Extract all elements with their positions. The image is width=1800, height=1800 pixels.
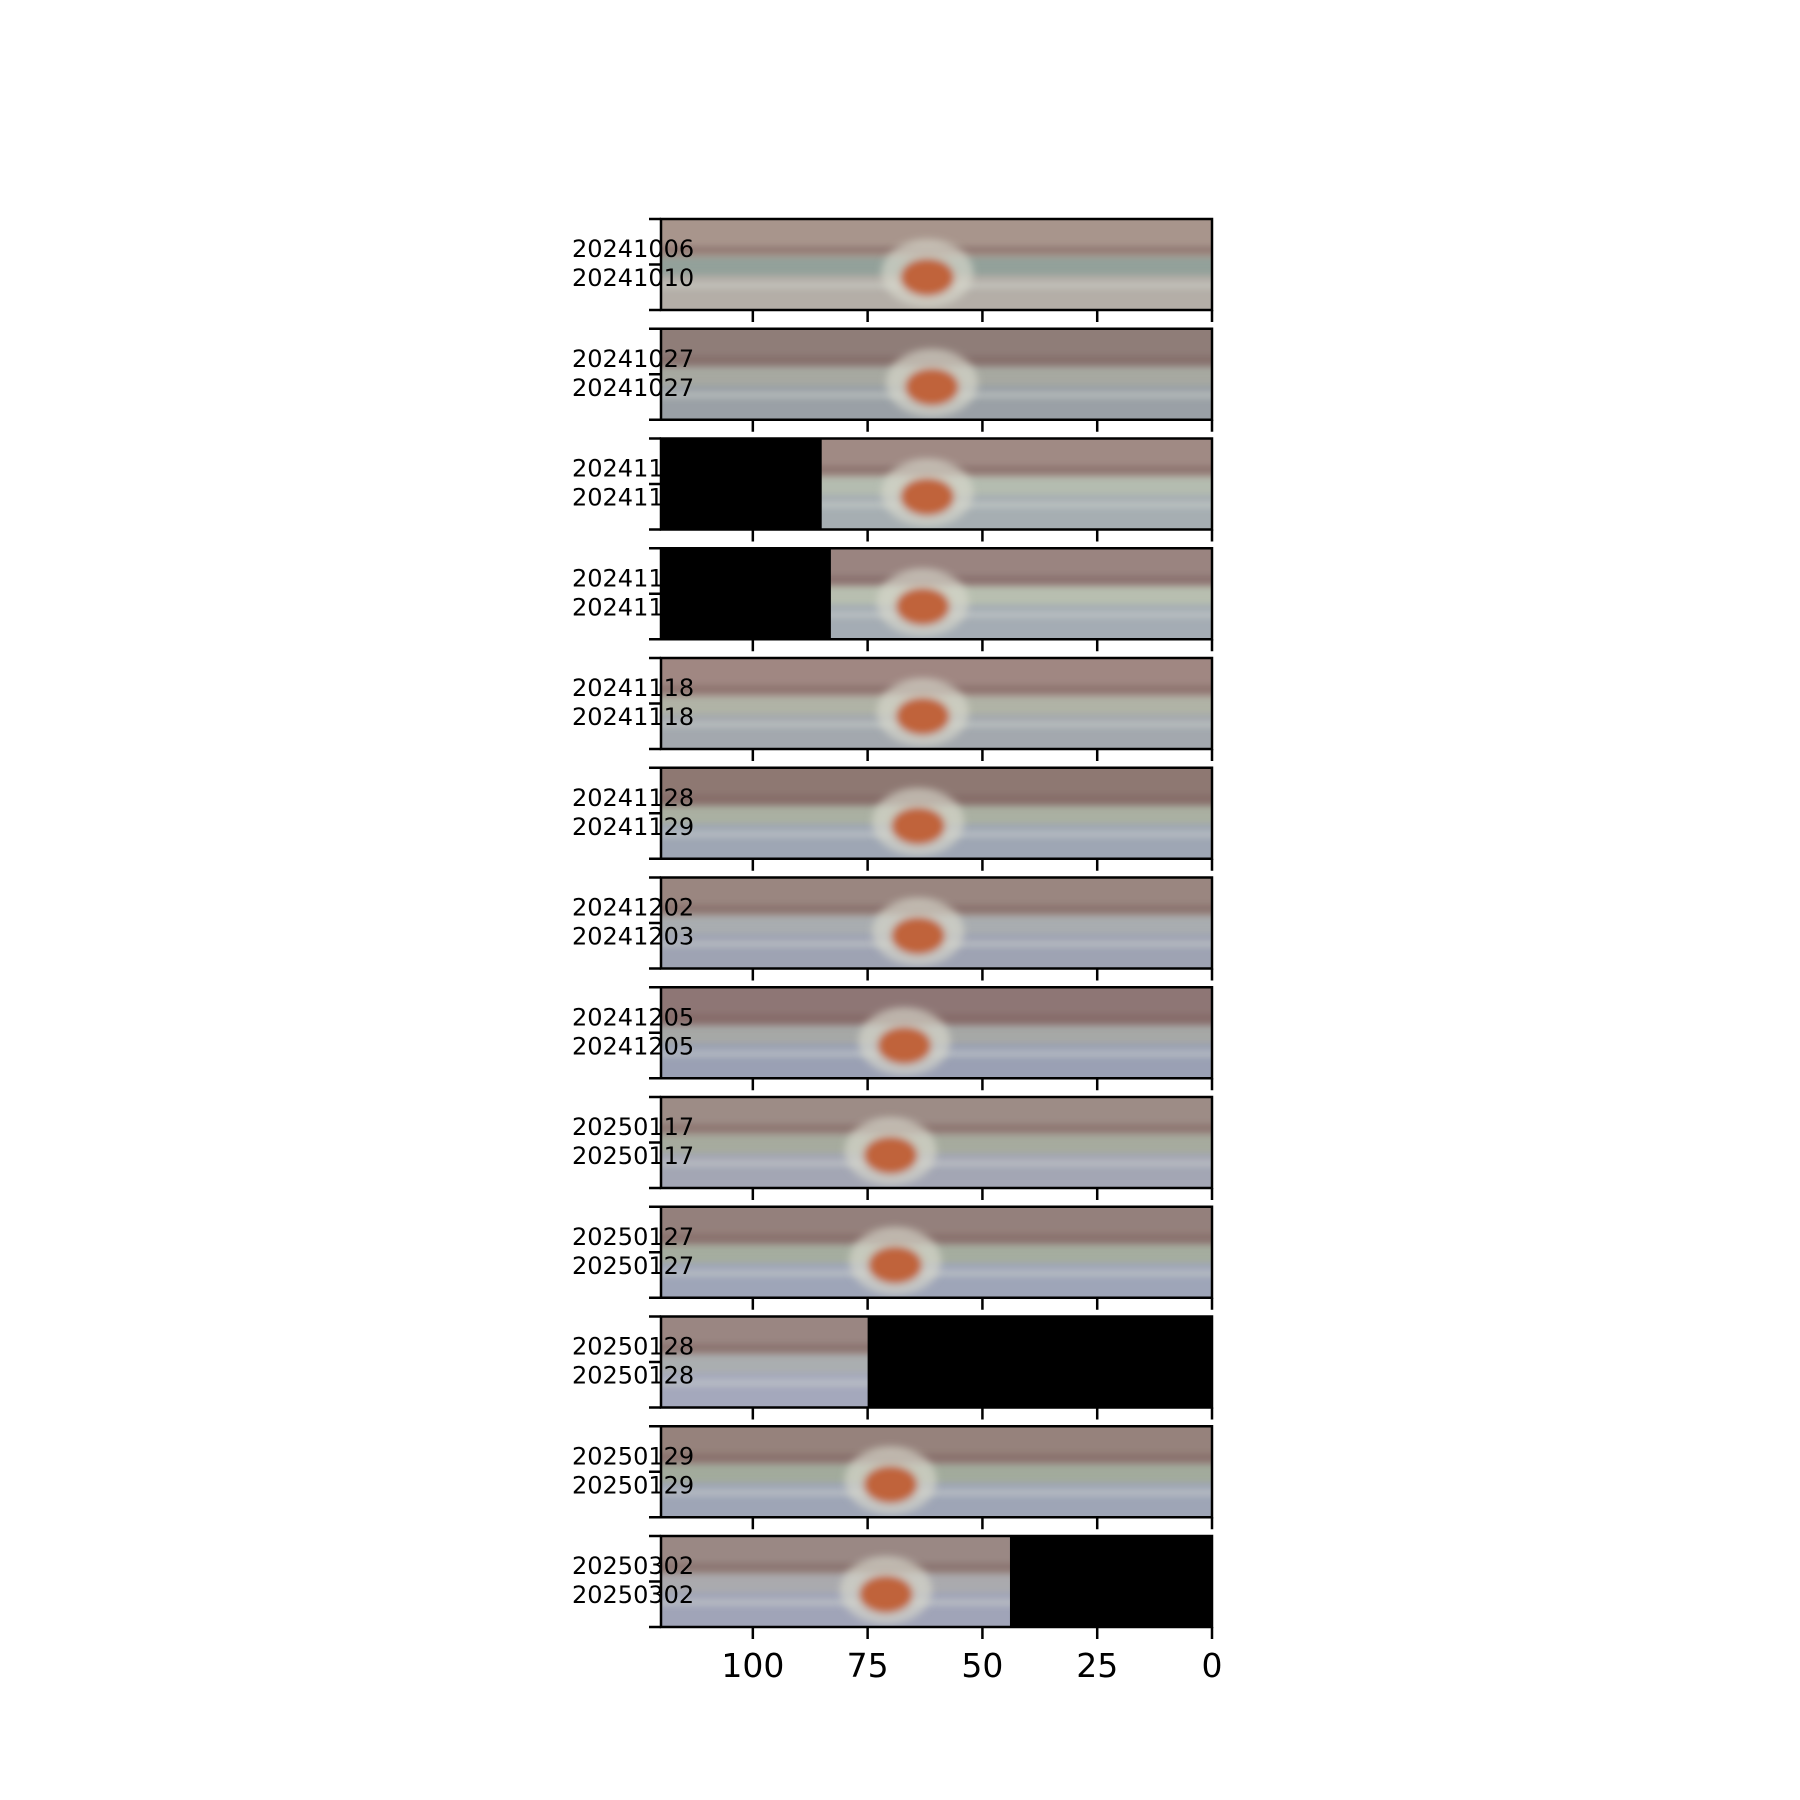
row-date-label-2: 20250128 <box>572 1362 694 1390</box>
strip-image <box>661 219 1212 310</box>
row-date-label-1: 20250129 <box>572 1442 694 1470</box>
strip-image <box>661 767 1212 859</box>
x-tick-label: 25 <box>1076 1646 1118 1685</box>
strip-image <box>661 328 1212 420</box>
strip-image <box>661 548 1212 640</box>
x-axis: 100 75 50 25 0 <box>721 1646 1222 1685</box>
no-data-mask <box>661 548 831 640</box>
row-date-label-2: 20241203 <box>572 923 694 951</box>
row-date-label-1: 202411 <box>572 455 664 483</box>
row-date-label-2: 20241027 <box>572 374 694 402</box>
red-spot <box>891 916 946 955</box>
red-spot <box>895 697 950 736</box>
x-tick-label: 100 <box>721 1646 784 1685</box>
row-date-label-1: 20250127 <box>572 1223 694 1251</box>
red-spot <box>863 1136 918 1175</box>
row-date-label-2: 20241129 <box>572 813 694 841</box>
row-date-label-1: 20241205 <box>572 1003 694 1031</box>
strip-image <box>661 438 1212 530</box>
row-date-label-1: 20241027 <box>572 345 694 373</box>
x-tick-label: 0 <box>1202 1646 1223 1685</box>
red-spot <box>858 1575 913 1614</box>
row-date-label-2: 20250302 <box>572 1581 694 1609</box>
strip-image <box>661 1316 1212 1408</box>
strip-image <box>661 877 1212 969</box>
row-date-label-2: 20241205 <box>572 1032 694 1060</box>
red-spot <box>877 1026 932 1065</box>
no-data-mask <box>1009 1536 1212 1627</box>
strip-image <box>661 1426 1212 1518</box>
red-spot <box>900 477 955 516</box>
red-spot <box>904 367 959 406</box>
row-date-label-2: 20250129 <box>572 1471 694 1499</box>
row-date-label-1: 202411 <box>572 564 664 592</box>
row-date-label-1: 20241128 <box>572 784 694 812</box>
row-date-label-1: 20250128 <box>572 1333 694 1361</box>
row-date-label-1: 20250117 <box>572 1113 694 1141</box>
row-date-label-2: 20241010 <box>572 264 694 292</box>
row-date-label-1: 20250302 <box>572 1552 694 1580</box>
red-spot <box>868 1245 923 1284</box>
strip-image <box>661 1536 1212 1627</box>
no-data-mask <box>867 1316 1212 1408</box>
no-data-mask <box>661 438 822 530</box>
row-date-label-1: 20241118 <box>572 674 694 702</box>
row-date-label-1: 20241006 <box>572 235 694 263</box>
red-spot <box>900 258 955 297</box>
red-spot <box>895 587 950 626</box>
strip-image <box>661 987 1212 1079</box>
strip-image <box>661 1097 1212 1188</box>
row-date-label-2: 20250117 <box>572 1142 694 1170</box>
row-date-label-1: 20241202 <box>572 894 694 922</box>
x-tick-label: 75 <box>847 1646 889 1685</box>
strip-image <box>661 1206 1212 1298</box>
row-date-label-2: 202411 <box>572 593 664 621</box>
x-tick-label: 50 <box>961 1646 1003 1685</box>
strip-image <box>661 658 1212 749</box>
row-date-label-2: 20241118 <box>572 703 694 731</box>
red-spot <box>891 806 946 845</box>
red-spot <box>863 1465 918 1504</box>
row-date-label-2: 202411 <box>572 484 664 512</box>
strip-panels: 2024100620241010202410272024102720241120… <box>572 217 1214 1639</box>
row-date-label-2: 20250127 <box>572 1252 694 1280</box>
